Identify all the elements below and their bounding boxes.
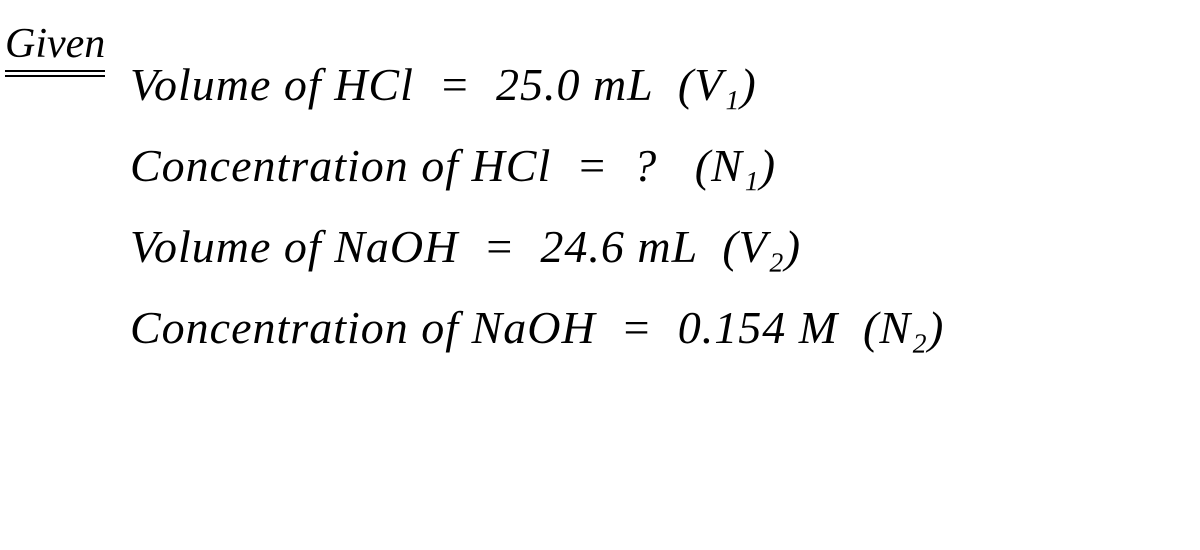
handwritten-note: Given Volume of HCl = 25.0 mL (V₁) Conce… — [0, 0, 1200, 392]
equation-value: 25.0 mL — [496, 59, 653, 110]
heading-given: Given — [5, 20, 105, 68]
equation-value: 0.154 M — [678, 302, 838, 353]
equation-label: Volume of NaOH — [130, 221, 458, 272]
equation-row: Concentration of NaOH = 0.154 M (N₂) — [130, 301, 1190, 354]
equation-value: 24.6 mL — [540, 221, 697, 272]
equation-symbol: (V₁) — [678, 59, 757, 110]
equation-row: Volume of HCl = 25.0 mL (V₁) — [130, 58, 1190, 111]
equals-sign: = — [483, 221, 515, 272]
equation-row: Concentration of HCl = ? (N₁) — [130, 139, 1190, 192]
equation-row: Volume of NaOH = 24.6 mL (V₂) — [130, 220, 1190, 273]
equation-block: Volume of HCl = 25.0 mL (V₁) Concentrati… — [130, 58, 1190, 354]
equation-label: Concentration of HCl — [130, 140, 551, 191]
equals-sign: = — [621, 302, 653, 353]
equals-sign: = — [439, 59, 471, 110]
equals-sign: = — [576, 140, 608, 191]
equation-symbol: (N₂) — [863, 302, 944, 353]
equation-value: ? — [633, 140, 657, 191]
equation-label: Concentration of NaOH — [130, 302, 596, 353]
equation-symbol: (N₁) — [695, 140, 776, 191]
equation-label: Volume of HCl — [130, 59, 414, 110]
equation-symbol: (V₂) — [722, 221, 801, 272]
